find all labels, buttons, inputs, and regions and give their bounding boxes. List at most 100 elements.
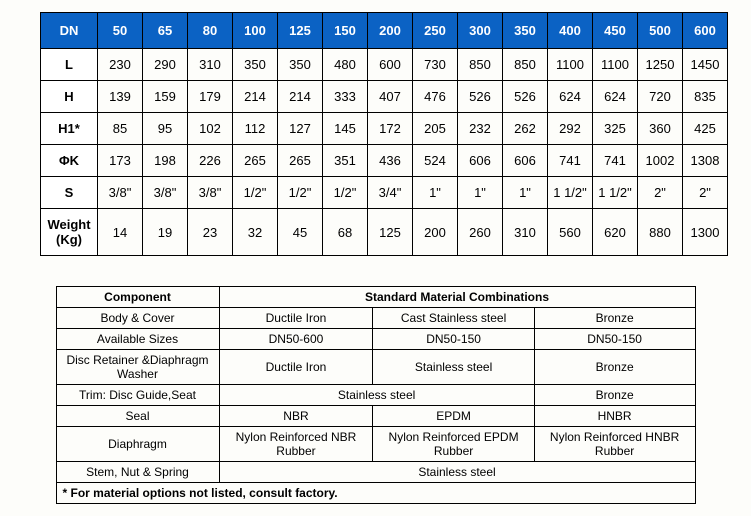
mat-cell: NBR [219, 406, 373, 427]
mat-cell: Ductile Iron [219, 350, 373, 385]
dim-col-header: 350 [503, 13, 548, 49]
dim-col-header: 80 [188, 13, 233, 49]
dim-cell: 360 [638, 113, 683, 145]
dim-cell: 127 [278, 113, 323, 145]
dim-cell: 350 [278, 49, 323, 81]
dim-row: L230290310350350480600730850850110011001… [41, 49, 728, 81]
dim-cell: 850 [503, 49, 548, 81]
dim-cell: 1 1/2" [548, 177, 593, 209]
mat-row: Disc Retainer &Diaphragm WasherDuctile I… [56, 350, 695, 385]
dim-cell: 68 [323, 209, 368, 256]
mat-row-label: Trim: Disc Guide,Seat [56, 385, 219, 406]
mat-cell: Ductile Iron [219, 308, 373, 329]
mat-row: SealNBREPDMHNBR [56, 406, 695, 427]
dim-cell: 310 [188, 49, 233, 81]
mat-cell: DN50-150 [373, 329, 534, 350]
dim-header-label: DN [41, 13, 98, 49]
dim-cell: 145 [323, 113, 368, 145]
dim-row: ΦK17319822626526535143652460660674174110… [41, 145, 728, 177]
dim-cell: 624 [593, 81, 638, 113]
mat-row: Available SizesDN50-600DN50-150DN50-150 [56, 329, 695, 350]
dim-cell: 19 [143, 209, 188, 256]
mat-row-label: Seal [56, 406, 219, 427]
dim-row-label: ΦK [41, 145, 98, 177]
dim-cell: 1/2" [323, 177, 368, 209]
dim-row: Weight (Kg)14192332456812520026031056062… [41, 209, 728, 256]
dim-cell: 95 [143, 113, 188, 145]
mat-row: DiaphragmNylon Reinforced NBR RubberNylo… [56, 427, 695, 462]
mat-row-label: Diaphragm [56, 427, 219, 462]
dim-cell: 125 [368, 209, 413, 256]
dim-cell: 292 [548, 113, 593, 145]
mat-cell: Stainless steel [219, 462, 695, 483]
dim-cell: 1/2" [278, 177, 323, 209]
dim-cell: 606 [458, 145, 503, 177]
dim-col-header: 65 [143, 13, 188, 49]
dimensions-table: DN 5065801001251502002503003504004505006… [40, 12, 728, 256]
mat-row-label: Body & Cover [56, 308, 219, 329]
mat-cell: Nylon Reinforced HNBR Rubber [534, 427, 695, 462]
dim-col-header: 450 [593, 13, 638, 49]
dim-cell: 290 [143, 49, 188, 81]
mat-cell: Nylon Reinforced EPDM Rubber [373, 427, 534, 462]
dim-col-header: 125 [278, 13, 323, 49]
dim-col-header: 400 [548, 13, 593, 49]
dim-cell: 730 [413, 49, 458, 81]
dim-cell: 436 [368, 145, 413, 177]
dim-cell: 232 [458, 113, 503, 145]
dim-cell: 23 [188, 209, 233, 256]
dim-cell: 1100 [548, 49, 593, 81]
dim-cell: 526 [503, 81, 548, 113]
mat-row: Body & CoverDuctile IronCast Stainless s… [56, 308, 695, 329]
dim-cell: 600 [368, 49, 413, 81]
dim-cell: 179 [188, 81, 233, 113]
dim-cell: 407 [368, 81, 413, 113]
mat-combinations-header: Standard Material Combinations [219, 287, 695, 308]
dim-cell: 1/2" [233, 177, 278, 209]
mat-cell: EPDM [373, 406, 534, 427]
dim-cell: 1" [458, 177, 503, 209]
dim-cell: 200 [413, 209, 458, 256]
mat-row-label: Available Sizes [56, 329, 219, 350]
dim-cell: 2" [683, 177, 728, 209]
dim-cell: 1300 [683, 209, 728, 256]
dim-cell: 333 [323, 81, 368, 113]
dim-cell: 1" [413, 177, 458, 209]
dim-cell: 524 [413, 145, 458, 177]
dim-cell: 880 [638, 209, 683, 256]
dim-cell: 1450 [683, 49, 728, 81]
dim-cell: 265 [233, 145, 278, 177]
mat-row: Stem, Nut & SpringStainless steel [56, 462, 695, 483]
dim-cell: 265 [278, 145, 323, 177]
dim-cell: 741 [593, 145, 638, 177]
dim-row: H139159179214214333407476526526624624720… [41, 81, 728, 113]
mat-header-row: Component Standard Material Combinations [56, 287, 695, 308]
dim-cell: 3/4" [368, 177, 413, 209]
dim-cell: 173 [98, 145, 143, 177]
dim-cell: 14 [98, 209, 143, 256]
dim-cell: 226 [188, 145, 233, 177]
dim-row: H1*8595102112127145172205232262292325360… [41, 113, 728, 145]
dim-col-header: 500 [638, 13, 683, 49]
dim-cell: 624 [548, 81, 593, 113]
dim-cell: 350 [233, 49, 278, 81]
dim-cell: 102 [188, 113, 233, 145]
mat-cell: Bronze [534, 350, 695, 385]
mat-cell: DN50-150 [534, 329, 695, 350]
dim-cell: 3/8" [98, 177, 143, 209]
dim-cell: 1100 [593, 49, 638, 81]
mat-cell: Stainless steel [219, 385, 534, 406]
materials-table: Component Standard Material Combinations… [56, 286, 696, 504]
dim-cell: 3/8" [188, 177, 233, 209]
dim-cell: 741 [548, 145, 593, 177]
dim-cell: 850 [458, 49, 503, 81]
dim-cell: 606 [503, 145, 548, 177]
mat-cell: HNBR [534, 406, 695, 427]
dim-cell: 835 [683, 81, 728, 113]
dim-cell: 260 [458, 209, 503, 256]
dim-cell: 214 [278, 81, 323, 113]
dim-cell: 198 [143, 145, 188, 177]
dim-col-header: 300 [458, 13, 503, 49]
dim-cell: 45 [278, 209, 323, 256]
dim-cell: 3/8" [143, 177, 188, 209]
